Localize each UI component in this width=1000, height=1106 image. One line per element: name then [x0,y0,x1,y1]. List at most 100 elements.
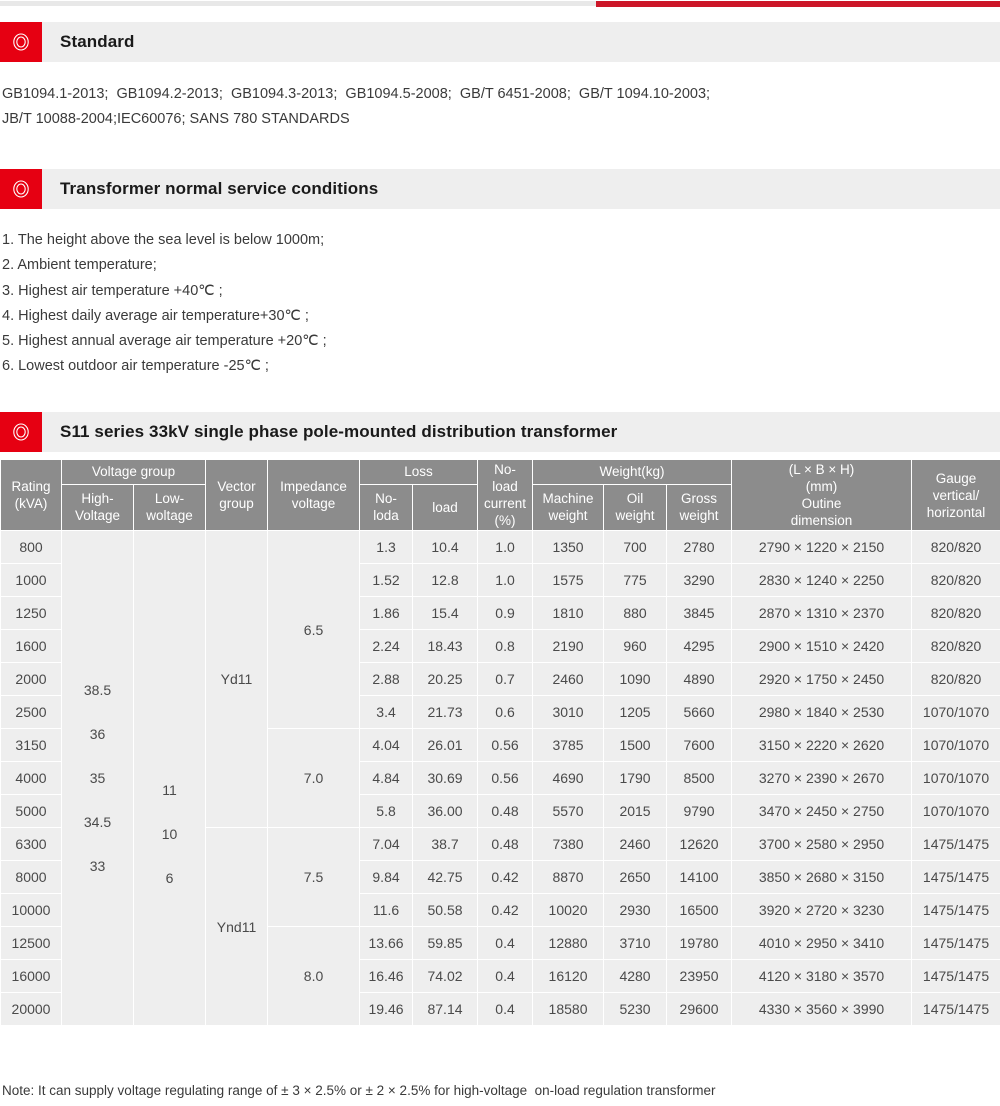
cell-loss-load: 87.14 [412,992,479,1026]
cell-impedance-voltage: 7.5 [267,827,361,927]
th-loss: Loss [359,459,479,485]
cell-loss-load: 38.7 [412,827,479,861]
cell-oil-weight: 3710 [603,926,668,960]
th-no-load-current: No- load current (%) [477,459,534,531]
cell-rating: 5000 [0,794,62,828]
cell-rating: 16000 [0,959,62,993]
cell-gauge: 1070/1070 [911,761,1000,795]
section-title-service-conditions: Transformer normal service conditions [60,179,379,198]
cell-loss-no-load: 3.4 [359,695,414,729]
section-header-spec-table: S11 series 33kV single phase pole-mounte… [0,412,1000,452]
cell-outline-dimension: 2920 × 1750 × 2450 [731,662,913,696]
th-loss-load: load [412,483,479,532]
cell-rating: 8000 [0,860,62,894]
cell-loss-load: 74.02 [412,959,479,993]
cell-gross-weight: 3845 [666,596,733,630]
standard-line-1: GB1094.1-2013; GB1094.2-2013; GB1094.3-2… [2,86,711,102]
condition-item: 4. Highest daily average air temperature… [2,307,309,324]
cell-gross-weight: 16500 [666,893,733,927]
cell-high-voltage: 38.5 36 35 34.5 33 [61,530,134,1026]
cell-outline-dimension: 3700 × 2580 × 2950 [731,827,913,861]
header-row-1: Rating (kVA) Voltage group Vector group … [0,459,1000,531]
section-mark-spec-table [0,412,42,452]
cell-gauge: 1475/1475 [911,827,1000,861]
cell-loss-load: 18.43 [412,629,479,663]
cell-rating: 6300 [0,827,62,861]
cell-no-load-current: 0.4 [477,992,534,1026]
table-row: 12500 8.0 13.66 59.85 0.4 12880 3710 19780 4010 … [0,926,1000,1026]
section-title-standard: Standard [60,32,135,51]
cell-machine-weight: 3010 [532,695,605,729]
cell-machine-weight: 18580 [532,992,605,1026]
high-voltage-value: 34.5 [83,814,112,830]
spec-table-head: Rating (kVA) Voltage group Vector group … [0,459,1000,532]
cell-no-load-current: 0.7 [477,662,534,696]
cell-loss-load: 15.4 [412,596,479,630]
cell-outline-dimension: 2900 × 1510 × 2420 [731,629,913,663]
cell-loss-no-load: 1.86 [359,596,414,630]
table-row: 2000 2.88 20.25 0.7 2460 1090 4890 2920 × 1750 … [0,662,1000,696]
cell-loss-load: 50.58 [412,893,479,927]
low-voltage-value: 11 [162,782,177,798]
target-ring-icon [13,423,29,441]
cell-loss-load: 59.85 [412,926,479,960]
cell-machine-weight: 1350 [532,530,605,564]
th-loss-no-load: No- loda [359,483,414,532]
cell-rating: 1600 [0,629,62,663]
table-row: 2500 3.4 21.73 0.6 3010 1205 5660 2980 × 1840 ×… [0,695,1000,729]
high-voltage-value: 38.5 [83,682,112,698]
cell-no-load-current: 0.56 [477,728,534,762]
spec-table-body: 800 38.5 36 35 34.5 33 11 10 6 Yd11 6.5 1.3 10.4 1.0 1… [0,530,1000,1026]
cell-outline-dimension: 2980 × 1840 × 2530 [731,695,913,729]
cell-oil-weight: 2460 [603,827,668,861]
spec-table-wrapper: Rating (kVA) Voltage group Vector group … [0,459,1000,1026]
cell-gross-weight: 8500 [666,761,733,795]
cell-loss-no-load: 4.04 [359,728,414,762]
cell-rating: 20000 [0,992,62,1026]
low-voltage-value: 6 [165,870,174,886]
cell-loss-load: 10.4 [412,530,479,564]
cell-rating: 3150 [0,728,62,762]
standard-line-2: JB/T 10088-2004;IEC60076; SANS 780 STAND… [2,111,350,127]
cell-gross-weight: 5660 [666,695,733,729]
cell-gross-weight: 29600 [666,992,733,1026]
th-weight: Weight(kg) [532,459,733,485]
th-machine-weight: Machine weight [532,483,605,532]
cell-no-load-current: 0.56 [477,761,534,795]
section-mark-service-conditions [0,169,42,209]
target-ring-icon [13,180,29,198]
cell-no-load-current: 0.42 [477,893,534,927]
cell-gross-weight: 14100 [666,860,733,894]
condition-item: 6. Lowest outdoor air temperature -25℃ ; [2,358,269,375]
cell-rating: 2000 [0,662,62,696]
cell-gauge: 1070/1070 [911,695,1000,729]
cell-loss-no-load: 13.66 [359,926,414,960]
cell-loss-no-load: 7.04 [359,827,414,861]
cell-gross-weight: 19780 [666,926,733,960]
table-row: 5000 5.8 36.00 0.48 5570 2015 9790 3470 × 2450 … [0,794,1000,828]
cell-gross-weight: 7600 [666,728,733,762]
cell-no-load-current: 1.0 [477,530,534,564]
table-row: 800 38.5 36 35 34.5 33 11 10 6 Yd11 6.5 1.3 10.4 1.0 1… [0,530,1000,1026]
cell-low-voltage: 11 10 6 [132,530,207,1026]
cell-loss-no-load: 1.3 [359,530,414,564]
cell-machine-weight: 7380 [532,827,605,861]
cell-gauge: 820/820 [911,563,1000,597]
cell-no-load-current: 0.9 [477,596,534,630]
cell-machine-weight: 8870 [532,860,605,894]
section-mark-standard [0,22,42,62]
cell-vector-group: Ynd11 [205,827,269,1026]
cell-loss-no-load: 2.24 [359,629,414,663]
cell-machine-weight: 16120 [532,959,605,993]
cell-no-load-current: 0.8 [477,629,534,663]
cell-machine-weight: 12880 [532,926,605,960]
cell-machine-weight: 5570 [532,794,605,828]
cell-machine-weight: 1575 [532,563,605,597]
cell-outline-dimension: 4010 × 2950 × 3410 [731,926,913,960]
th-oil-weight: Oil weight [603,483,668,532]
cell-oil-weight: 1500 [603,728,668,762]
cell-rating: 800 [0,530,62,564]
cell-loss-load: 36.00 [412,794,479,828]
cell-gauge: 820/820 [911,530,1000,564]
